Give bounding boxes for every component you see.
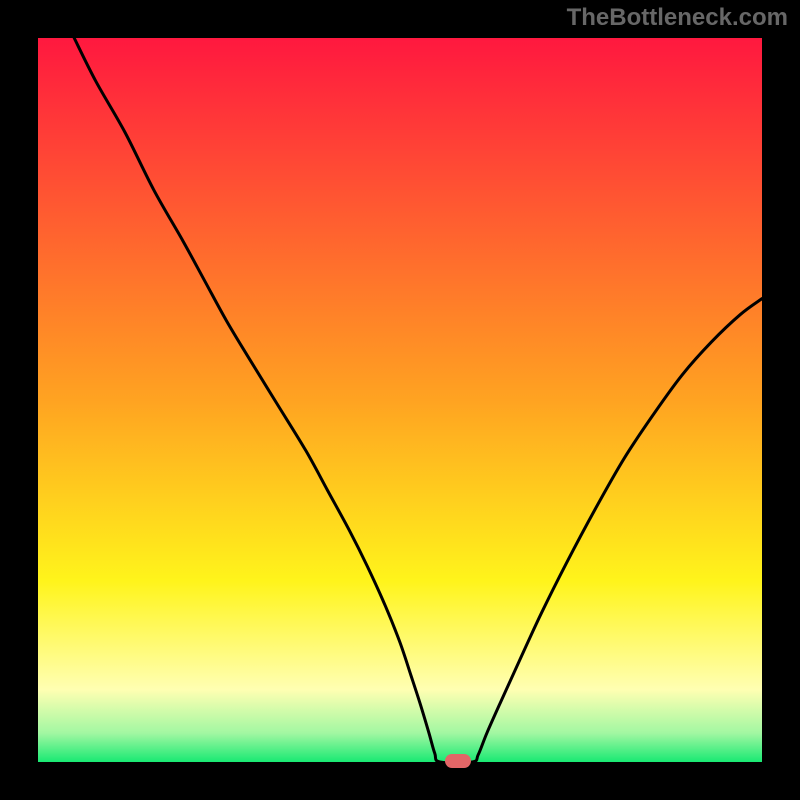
optimal-marker <box>445 754 470 768</box>
bottleneck-curve <box>38 38 762 762</box>
attribution-text: TheBottleneck.com <box>567 4 788 32</box>
chart-container: TheBottleneck.com <box>0 0 800 800</box>
plot-area <box>38 38 762 762</box>
